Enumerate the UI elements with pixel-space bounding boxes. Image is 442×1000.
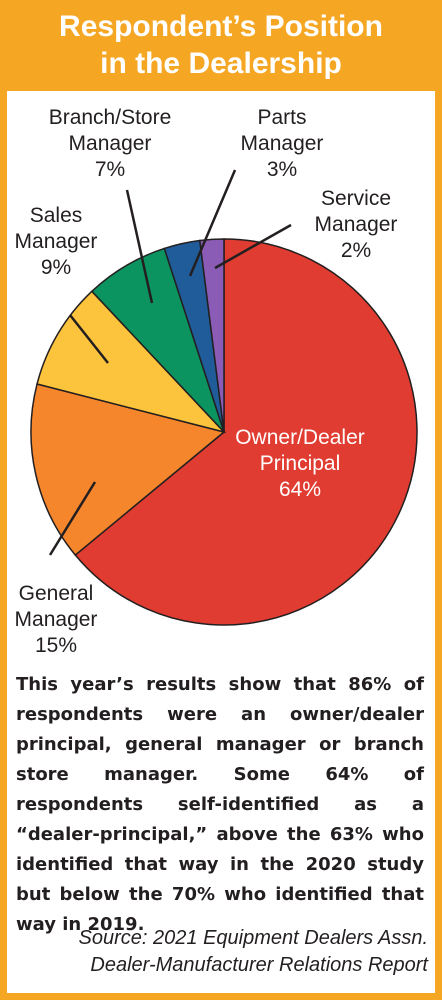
slice-label-service-manager: Service Manager 2% [315, 187, 398, 262]
slice-value-label: 7% [95, 158, 125, 181]
leader-line-parts-manager [188, 169, 237, 277]
slice-name-line: General [19, 582, 94, 605]
slice-label-branch-store-manager: Branch/Store Manager 7% [49, 106, 172, 181]
slice-value-label: 2% [341, 239, 371, 262]
slice-name-line: Manager [15, 230, 98, 253]
pie-slice-service-manager [198, 238, 225, 433]
chart-title: Respondent’s Position in the Dealership [0, 0, 442, 91]
slice-label-sales-manager: Sales Manager 9% [15, 204, 98, 279]
slice-name-line: Branch/Store [49, 106, 172, 129]
slice-value-label: 64% [279, 478, 321, 501]
slice-name-line: Sales [30, 204, 83, 227]
chart-title-line-1: Respondent’s Position [59, 10, 383, 43]
source-note: Source: 2021 Equipment Dealers Assn. Dea… [8, 925, 428, 979]
pie-slice-sales-manager [36, 290, 227, 434]
slice-name-line: Principal [260, 452, 341, 475]
slice-name-line: Manager [241, 132, 324, 155]
slice-name-line: Manager [69, 132, 152, 155]
leader-line-service-manager [214, 223, 292, 270]
slice-label-parts-manager: Parts Manager 3% [241, 106, 324, 181]
pie-slice-general-manager [30, 383, 226, 557]
slice-name-line: Service [321, 187, 391, 210]
summary-paragraph: This year’s results show that 86% of res… [16, 674, 424, 935]
slice-label-general-manager: General Manager 15% [15, 582, 98, 657]
leader-line-branch-store-manager [125, 189, 154, 304]
slice-value-label: 9% [41, 256, 71, 279]
slice-labels: Owner/Dealer Principal 64% General Manager 15… [15, 106, 398, 657]
leader-line-general-manager [48, 481, 97, 556]
source-line-1: Source: 2021 Equipment Dealers Assn. [78, 927, 428, 949]
slice-name-line: Manager [15, 608, 98, 631]
slice-name-line: Owner/Dealer [235, 426, 365, 449]
leader-line-sales-manager [69, 314, 109, 364]
source-line-2: Dealer-Manufacturer Relations Report [90, 954, 428, 976]
slice-value-label: 15% [35, 634, 77, 657]
chart-title-line-2: in the Dealership [100, 47, 342, 80]
leader-lines [48, 169, 292, 556]
slice-name-line: Parts [257, 106, 306, 129]
pie-slices [30, 238, 418, 626]
slice-value-label: 3% [267, 158, 297, 181]
slice-label-owner-dealer-principal: Owner/Dealer Principal 64% [235, 426, 365, 501]
pie-slice-owner-dealer-principal [74, 238, 418, 626]
slice-name-line: Manager [315, 213, 398, 236]
pie-chart: Owner/Dealer Principal 64% General Manager 15… [15, 106, 418, 657]
